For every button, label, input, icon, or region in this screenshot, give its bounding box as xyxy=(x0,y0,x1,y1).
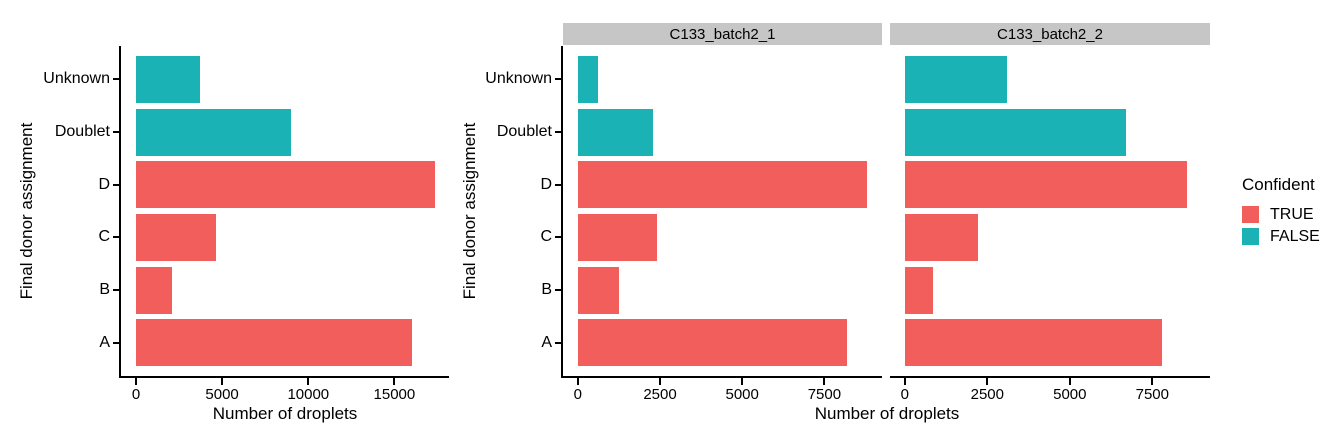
x-tick xyxy=(1068,378,1071,385)
y-axis-label-unknown: Unknown xyxy=(485,70,552,88)
legend: Confident TRUE FALSE xyxy=(1242,175,1320,249)
x-tick xyxy=(741,378,744,385)
x-axis-line xyxy=(561,376,882,378)
y-tick-c xyxy=(555,236,563,239)
y-axis-label-d: D xyxy=(98,175,110,193)
y-axis-label-b: B xyxy=(99,281,110,298)
y-axis-title-left: Final donor assignment xyxy=(17,122,36,300)
y-tick-b xyxy=(555,289,563,291)
bar-c xyxy=(577,213,657,261)
y-tick-unknown xyxy=(113,78,121,81)
y-tick-d xyxy=(555,183,563,186)
x-tick xyxy=(659,378,661,385)
x-tick-label: 7500 xyxy=(1135,386,1169,403)
x-tick xyxy=(393,378,396,385)
bar-a xyxy=(904,319,1163,367)
legend-item-false: FALSE xyxy=(1242,227,1320,246)
x-tick-label: 0 xyxy=(900,386,909,403)
y-axis-label-a: A xyxy=(541,333,552,351)
y-tick-doublet xyxy=(555,131,563,133)
legend-title: Confident xyxy=(1242,175,1315,194)
x-tick-label: 5000 xyxy=(1053,386,1087,403)
bar-c xyxy=(904,213,979,261)
bar-unknown xyxy=(904,55,1008,103)
x-axis-title-left: Number of droplets xyxy=(212,404,358,423)
y-tick-c xyxy=(113,236,121,239)
legend-swatch-true-icon xyxy=(1242,206,1259,223)
y-axis-label-d: D xyxy=(540,175,552,193)
y-axis-label-unknown: Unknown xyxy=(43,70,110,88)
bar-a xyxy=(136,319,412,367)
bar-b xyxy=(904,266,934,314)
x-tick xyxy=(576,378,579,385)
bar-d xyxy=(904,161,1187,209)
y-axis-label-c: C xyxy=(98,228,110,246)
x-axis-line xyxy=(119,376,449,378)
bar-b xyxy=(577,266,619,314)
y-axis-label-a: A xyxy=(99,333,110,351)
x-tick xyxy=(986,378,989,385)
x-tick xyxy=(135,378,137,385)
facet-strip-c133-batch2-1: C133_batch2_1 xyxy=(563,23,882,45)
y-axis-label-b: B xyxy=(541,281,552,298)
bar-a xyxy=(577,319,848,367)
facet-strip-c133-batch2-2: C133_batch2_2 xyxy=(890,23,1210,45)
x-tick xyxy=(823,378,826,385)
plot-panel-C133_batch2_1: Unknown Doublet D C B A 0 2500 5000 7500 xyxy=(485,46,882,403)
y-axis-label-c: C xyxy=(540,228,552,246)
y-axis-line xyxy=(119,46,121,378)
bar-doublet xyxy=(904,108,1126,156)
x-axis-line xyxy=(890,376,1210,378)
legend-swatch-false-icon xyxy=(1242,228,1259,245)
bar-c xyxy=(136,213,216,261)
bar-doublet xyxy=(577,108,654,156)
plot-panel-combined: Unknown Doublet D C B A 0 5000 10000 15000 xyxy=(43,46,449,403)
y-tick-b xyxy=(113,289,121,291)
y-axis-title-right: Final donor assignment xyxy=(460,122,479,300)
x-tick-label: 5000 xyxy=(725,386,759,403)
bar-unknown xyxy=(136,55,201,103)
x-tick-label: 15000 xyxy=(373,386,416,403)
x-tick xyxy=(221,378,224,385)
x-tick-label: 0 xyxy=(573,386,582,403)
y-axis-label-doublet: Doublet xyxy=(496,123,552,140)
x-tick-label: 2500 xyxy=(643,386,677,403)
bar-unknown xyxy=(577,55,599,103)
y-tick-doublet xyxy=(113,131,121,133)
x-tick-label: 10000 xyxy=(287,386,330,403)
x-tick-label: 7500 xyxy=(807,386,842,403)
bar-d xyxy=(577,161,868,209)
x-tick xyxy=(1151,378,1154,385)
x-tick-label: 5000 xyxy=(205,386,239,403)
y-tick-unknown xyxy=(555,78,563,81)
x-tick-label: 0 xyxy=(131,386,141,403)
y-tick-d xyxy=(113,183,121,186)
y-tick-a xyxy=(555,341,563,344)
bar-d xyxy=(136,161,435,209)
y-axis-line xyxy=(561,46,563,378)
legend-item-true: TRUE xyxy=(1242,205,1320,224)
x-tick-label: 2500 xyxy=(970,386,1004,403)
x-axis-title-right: Number of droplets xyxy=(814,404,960,423)
plot-panel-C133_batch2_2: 0 2500 5000 7500 xyxy=(890,46,1210,403)
x-tick xyxy=(903,378,906,385)
bar-doublet xyxy=(136,108,291,156)
legend-label-true: TRUE xyxy=(1270,206,1314,223)
x-tick xyxy=(307,378,310,385)
y-tick-a xyxy=(113,341,121,344)
y-axis-label-doublet: Doublet xyxy=(54,123,110,140)
legend-label-false: FALSE xyxy=(1270,228,1320,245)
bar-b xyxy=(136,266,173,314)
